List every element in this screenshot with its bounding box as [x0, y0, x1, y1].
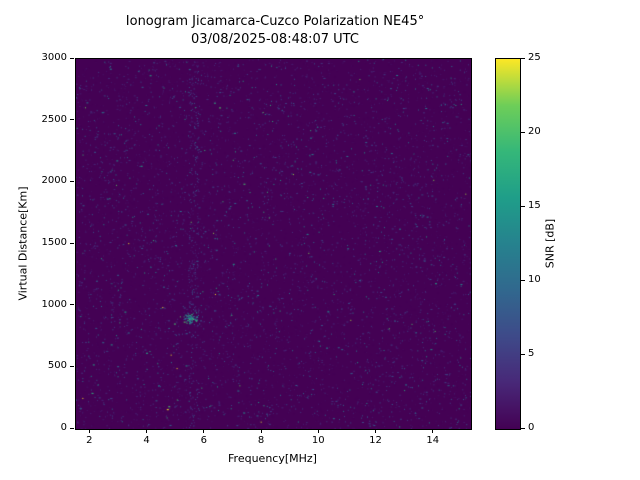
x-tick-mark	[317, 429, 319, 433]
x-tick-mark	[146, 429, 148, 433]
x-tick-label: 14	[426, 435, 440, 446]
colorbar-label: SNR [dB]	[543, 218, 557, 269]
colorbar-tick-label: 10	[528, 274, 541, 285]
x-tick-mark	[432, 429, 434, 433]
x-tick-label: 4	[143, 435, 150, 446]
colorbar-tick-mark	[521, 205, 525, 207]
plot-area	[75, 58, 472, 430]
colorbar-tick-label: 5	[528, 348, 535, 359]
colorbar-tick-mark	[521, 131, 525, 133]
y-tick-label: 3000	[41, 52, 67, 63]
y-tick-mark	[70, 119, 74, 121]
colorbar-tick-label: 0	[528, 422, 535, 433]
x-axis-label: Frequency[MHz]	[228, 452, 317, 465]
y-tick-label: 2500	[41, 113, 67, 125]
y-tick-label: 500	[47, 360, 67, 372]
x-tick-mark	[375, 429, 377, 433]
y-tick-mark	[70, 365, 74, 367]
colorbar-tick-label: 15	[528, 200, 541, 211]
snr-heatmap-canvas	[76, 59, 471, 429]
colorbar-tick-label: 25	[528, 52, 541, 63]
colorbar-tick-mark	[521, 427, 525, 429]
y-tick-label: 2000	[41, 175, 67, 187]
y-tick-label: 0	[60, 422, 67, 433]
y-tick-mark	[70, 427, 74, 429]
x-tick-label: 2	[86, 435, 93, 446]
y-tick-label: 1500	[41, 237, 67, 248]
x-tick-mark	[203, 429, 205, 433]
y-tick-mark	[70, 242, 74, 244]
x-tick-mark	[88, 429, 90, 433]
chart-title: Ionogram Jicamarca-Cuzco Polarization NE…	[125, 14, 425, 29]
colorbar-tick-label: 20	[528, 126, 541, 137]
y-tick-mark	[70, 57, 74, 59]
x-tick-label: 8	[257, 435, 265, 446]
colorbar-tick-mark	[521, 353, 525, 355]
y-tick-label: 1000	[41, 298, 67, 310]
colorbar	[495, 58, 521, 430]
colorbar-tick-mark	[521, 57, 525, 59]
x-tick-label: 12	[369, 435, 382, 446]
x-tick-label: 6	[200, 435, 207, 446]
y-tick-mark	[70, 180, 74, 182]
x-tick-label: 10	[311, 435, 325, 446]
x-tick-mark	[260, 429, 262, 433]
chart-subtitle-timestamp: 03/08/2025-08:48:07 UTC	[191, 32, 359, 47]
y-tick-mark	[70, 304, 74, 306]
colorbar-tick-mark	[521, 279, 525, 281]
